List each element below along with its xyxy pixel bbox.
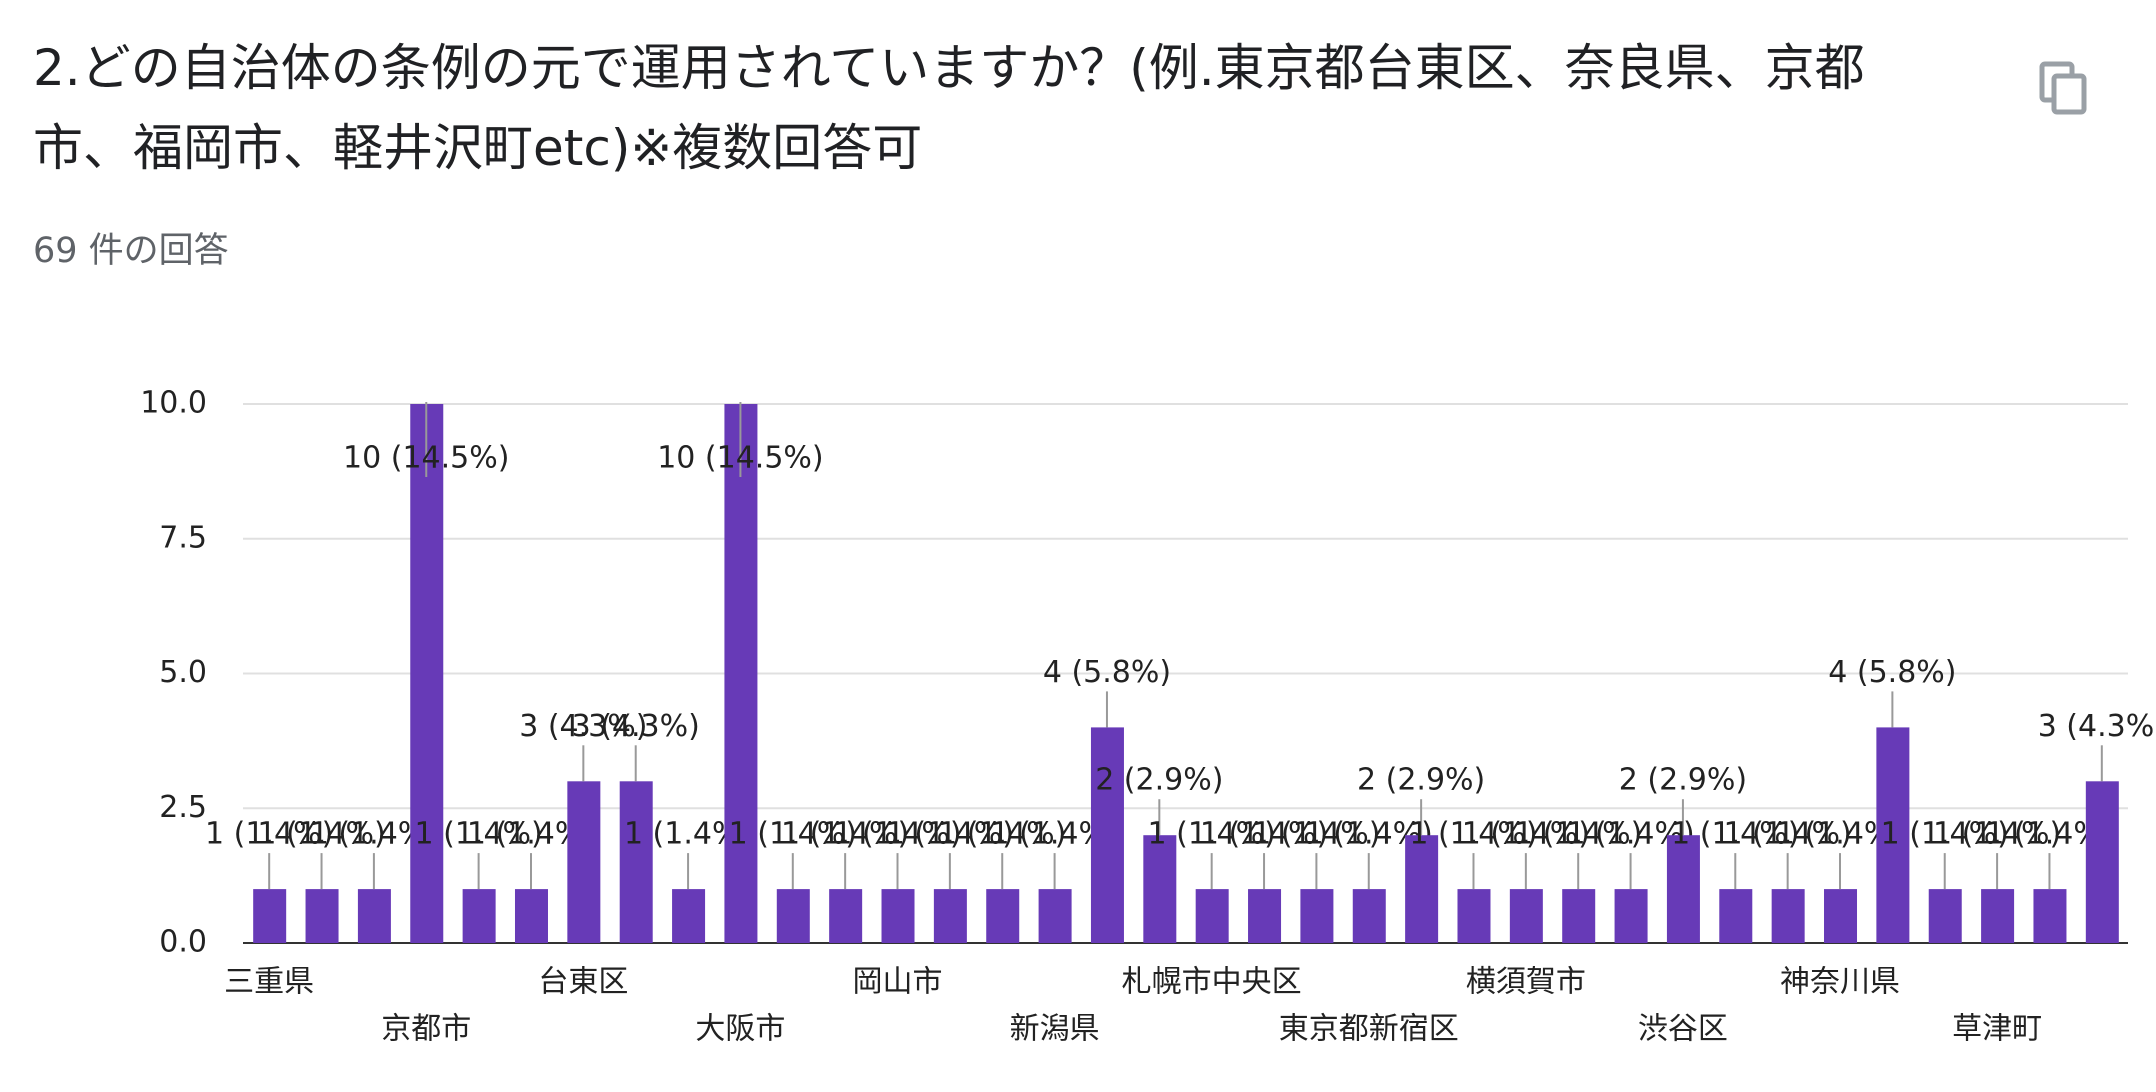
bar (1457, 889, 1491, 943)
data-label: 1 (1.4%) (415, 817, 543, 852)
data-label: 2 (2.9%) (1619, 763, 1747, 798)
data-label: 2 (2.9%) (1095, 763, 1223, 798)
bar (1824, 889, 1858, 943)
x-tick-label: 京都市 (381, 1012, 471, 1047)
y-tick-label: 0.0 (159, 925, 207, 960)
data-label: 1 (1.4%) (1409, 817, 1537, 852)
data-label: 3 (4.3%) (519, 709, 647, 744)
y-tick-label: 5.0 (159, 655, 207, 690)
bar (357, 889, 391, 943)
response-count: 69 件の回答 (33, 231, 229, 271)
x-tick-label: 新潟県 (1010, 1012, 1100, 1047)
bar (1038, 889, 1072, 943)
data-label: 1 (1.4%) (1933, 817, 2061, 852)
bar (1562, 889, 1596, 943)
data-label: 10 (14.5%) (657, 441, 823, 476)
x-tick-label: 台東区 (538, 965, 628, 1000)
bar (986, 889, 1020, 943)
data-label: 1 (1.4%) (1200, 817, 1328, 852)
data-label: 1 (1.4%) (1148, 817, 1276, 852)
bar (514, 889, 548, 943)
bar (305, 889, 339, 943)
bar (1719, 889, 1753, 943)
bar (881, 889, 915, 943)
data-label: 3 (4.3%) (572, 709, 700, 744)
bar (410, 404, 444, 943)
x-tick-label: 三重県 (224, 965, 314, 1000)
bar (567, 781, 601, 943)
bar (1300, 889, 1334, 943)
y-tick-label: 7.5 (159, 520, 207, 555)
y-tick-label: 10.0 (140, 386, 207, 421)
bar (1090, 727, 1124, 943)
bar (619, 781, 653, 943)
y-tick-label: 2.5 (159, 790, 207, 825)
bar (1876, 727, 1910, 943)
data-label: 1 (1.4%) (205, 817, 333, 852)
x-tick-label: 草津町 (1952, 1012, 2042, 1047)
data-label: 2 (2.9%) (1357, 763, 1485, 798)
x-tick-label: 札幌市中央区 (1122, 965, 1302, 1000)
bar (253, 889, 287, 943)
bar (1143, 835, 1177, 943)
x-tick-label: 渋谷区 (1638, 1012, 1728, 1047)
data-label: 1 (1.4%) (1462, 817, 1590, 852)
bar (1509, 889, 1543, 943)
bar (1771, 889, 1805, 943)
x-tick-label: 横須賀市 (1466, 965, 1586, 1000)
copy-icon[interactable] (2039, 61, 2087, 115)
bar (672, 889, 706, 943)
data-label: 1 (1.4%) (257, 817, 385, 852)
data-label: 1 (1.4%) (781, 817, 909, 852)
x-tick-label: 大阪市 (695, 1012, 785, 1047)
x-tick-label: 東京都新宿区 (1279, 1012, 1459, 1047)
x-tick-label: 神奈川県 (1780, 965, 1900, 1000)
bar (1352, 889, 1386, 943)
x-tick-label: 岡山市 (853, 965, 943, 1000)
data-label: 4 (5.8%) (1043, 655, 1171, 690)
data-label: 4 (5.8%) (1828, 655, 1956, 690)
bar (1195, 889, 1229, 943)
data-label: 1 (1.4%) (833, 817, 961, 852)
data-label: 10 (14.5%) (343, 441, 509, 476)
bar (1614, 889, 1648, 943)
bar (1666, 835, 1700, 943)
data-label: 3 (4.3%) (2038, 709, 2156, 744)
data-label: 1 (1.4%) (886, 817, 1014, 852)
data-label: 1 (1.4%) (1514, 817, 1642, 852)
bar (724, 404, 758, 943)
data-label: 1 (1.4%) (938, 817, 1066, 852)
data-label: 1 (1.4%) (729, 817, 857, 852)
bar (776, 889, 810, 943)
bar (1405, 835, 1439, 943)
data-label: 1 (1.4%) (1671, 817, 1799, 852)
bar (1928, 889, 1962, 943)
bar (462, 889, 496, 943)
bar (1248, 889, 1282, 943)
data-label: 1 (1.4%) (1252, 817, 1380, 852)
bar (933, 889, 967, 943)
bar (2033, 889, 2067, 943)
bar (1981, 889, 2015, 943)
data-label: 1 (1.4%) (1724, 817, 1852, 852)
bar (829, 889, 863, 943)
data-label: 1 (1.4%) (1881, 817, 2009, 852)
bar (2085, 781, 2119, 943)
question-title: 2.どの自治体の条例の元で運用されていますか？(例.東京都台東区、奈良県、京都市… (33, 39, 1865, 177)
